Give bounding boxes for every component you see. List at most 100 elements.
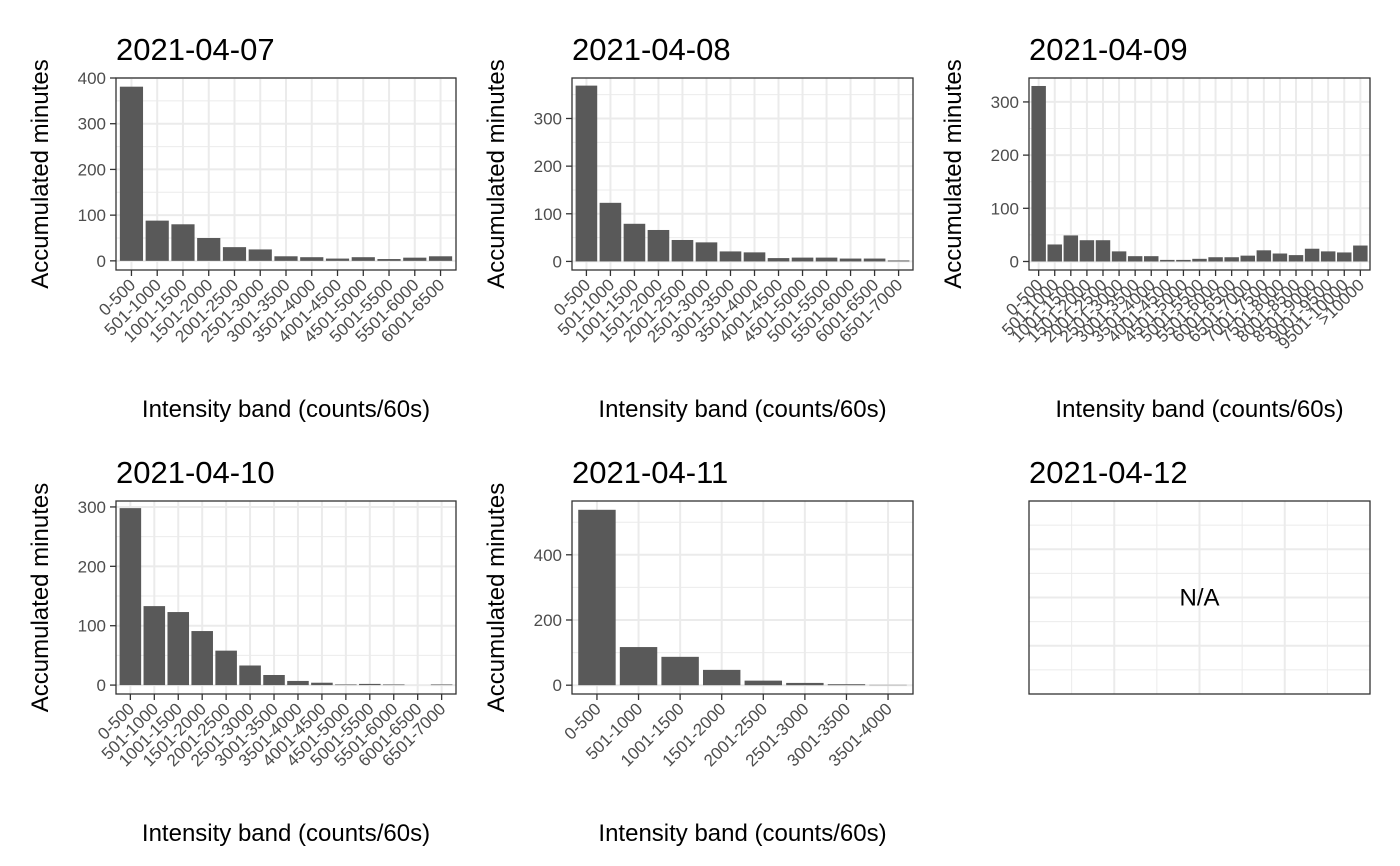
bar bbox=[215, 650, 237, 686]
bar bbox=[671, 239, 694, 262]
x-axis-title: Intensity band (counts/60s) bbox=[1055, 396, 1343, 423]
bar bbox=[351, 257, 375, 261]
bar bbox=[274, 256, 298, 261]
y-tick-label: 300 bbox=[78, 498, 106, 517]
y-tick-label: 200 bbox=[534, 157, 562, 176]
y-axis-title: Accumulated minutes bbox=[483, 59, 510, 288]
bar bbox=[335, 684, 357, 686]
bar bbox=[1144, 256, 1159, 262]
bar bbox=[695, 242, 718, 262]
bar bbox=[1337, 252, 1352, 262]
y-tick-label: 300 bbox=[534, 109, 562, 128]
bar bbox=[1320, 251, 1336, 262]
panel-border bbox=[1028, 500, 1371, 695]
y-axis-title: Accumulated minutes bbox=[940, 59, 967, 288]
bar bbox=[578, 509, 616, 686]
bar bbox=[119, 86, 144, 261]
bar bbox=[143, 606, 166, 686]
chart-panel-4: 2021-04-1001002003000-500501-10001001-15… bbox=[27, 455, 457, 847]
bar bbox=[786, 682, 824, 686]
bar bbox=[1256, 250, 1272, 262]
bar bbox=[248, 249, 272, 261]
bar bbox=[767, 258, 790, 262]
bar bbox=[239, 665, 261, 686]
y-tick-label: 0 bbox=[97, 252, 106, 271]
bar bbox=[599, 202, 622, 262]
bar bbox=[1208, 257, 1223, 262]
bar bbox=[1224, 257, 1239, 262]
bar bbox=[1353, 245, 1368, 262]
chart-panel-5: 2021-04-1102004000-500501-10001001-15001… bbox=[483, 455, 914, 847]
no-data-label: N/A bbox=[1179, 585, 1219, 612]
bar bbox=[1192, 258, 1207, 262]
bar bbox=[1063, 235, 1079, 262]
y-tick-label: 100 bbox=[534, 205, 562, 224]
bar bbox=[1127, 256, 1143, 262]
bar bbox=[827, 684, 866, 686]
bar bbox=[623, 223, 646, 262]
y-axis-title: Accumulated minutes bbox=[27, 483, 54, 712]
bar bbox=[647, 229, 670, 262]
bar bbox=[430, 684, 453, 686]
bar bbox=[287, 680, 309, 686]
bar bbox=[1047, 244, 1062, 262]
chart-panel-3: 2021-04-0901002003000-500501-10001001-15… bbox=[940, 32, 1371, 423]
bar bbox=[661, 656, 699, 686]
panel-title: 2021-04-09 bbox=[1029, 32, 1188, 67]
bar bbox=[863, 258, 886, 262]
y-tick-label: 400 bbox=[78, 69, 106, 88]
bar bbox=[702, 669, 741, 686]
bar bbox=[300, 257, 324, 261]
bar bbox=[1272, 253, 1288, 262]
panel-title: 2021-04-10 bbox=[116, 455, 275, 490]
bar bbox=[1240, 255, 1255, 262]
bar bbox=[403, 257, 427, 261]
y-tick-label: 200 bbox=[991, 146, 1019, 165]
bar bbox=[1079, 240, 1095, 262]
y-axis-title: Accumulated minutes bbox=[27, 59, 54, 288]
bar bbox=[1031, 85, 1046, 262]
chart-panel-2: 2021-04-0801002003000-500501-10001001-15… bbox=[483, 32, 914, 423]
x-axis-title: Intensity band (counts/60s) bbox=[142, 396, 430, 423]
bar bbox=[1288, 255, 1304, 262]
bar bbox=[719, 251, 742, 262]
chart-panel-1: 2021-04-0701002003004000-500501-10001001… bbox=[27, 32, 457, 423]
y-tick-label: 400 bbox=[534, 546, 562, 565]
y-tick-label: 0 bbox=[553, 676, 562, 695]
y-tick-label: 200 bbox=[78, 557, 106, 576]
bar bbox=[263, 674, 285, 686]
bar bbox=[839, 258, 862, 262]
y-tick-label: 0 bbox=[1010, 252, 1019, 271]
bar bbox=[1160, 259, 1175, 262]
y-tick-label: 0 bbox=[97, 676, 106, 695]
panel-title: 2021-04-07 bbox=[116, 32, 275, 67]
bar bbox=[197, 238, 221, 261]
bar bbox=[791, 257, 814, 262]
bar bbox=[744, 680, 783, 686]
y-tick-label: 300 bbox=[991, 93, 1019, 112]
y-axis-title: Accumulated minutes bbox=[483, 483, 510, 712]
bar bbox=[1111, 251, 1127, 262]
bar bbox=[119, 508, 142, 686]
bar bbox=[619, 647, 658, 686]
x-axis-title: Intensity band (counts/60s) bbox=[598, 396, 886, 423]
y-tick-label: 0 bbox=[553, 252, 562, 271]
bar bbox=[575, 85, 598, 262]
chart-panel-6: 2021-04-12 N/A bbox=[1028, 455, 1371, 695]
bar bbox=[222, 247, 247, 261]
bar bbox=[191, 631, 213, 686]
bar bbox=[1176, 259, 1191, 262]
plot-area bbox=[572, 78, 913, 270]
x-axis-title: Intensity band (counts/60s) bbox=[598, 820, 886, 847]
panel-title: 2021-04-11 bbox=[572, 455, 728, 490]
bar bbox=[382, 684, 405, 686]
y-tick-label: 200 bbox=[534, 611, 562, 630]
bar bbox=[171, 224, 195, 261]
bar bbox=[359, 683, 381, 686]
bar bbox=[1095, 240, 1111, 262]
bar bbox=[743, 252, 766, 262]
y-tick-label: 100 bbox=[78, 617, 106, 636]
y-tick-label: 100 bbox=[991, 199, 1019, 218]
plot-area bbox=[116, 501, 456, 694]
bar bbox=[145, 220, 169, 261]
